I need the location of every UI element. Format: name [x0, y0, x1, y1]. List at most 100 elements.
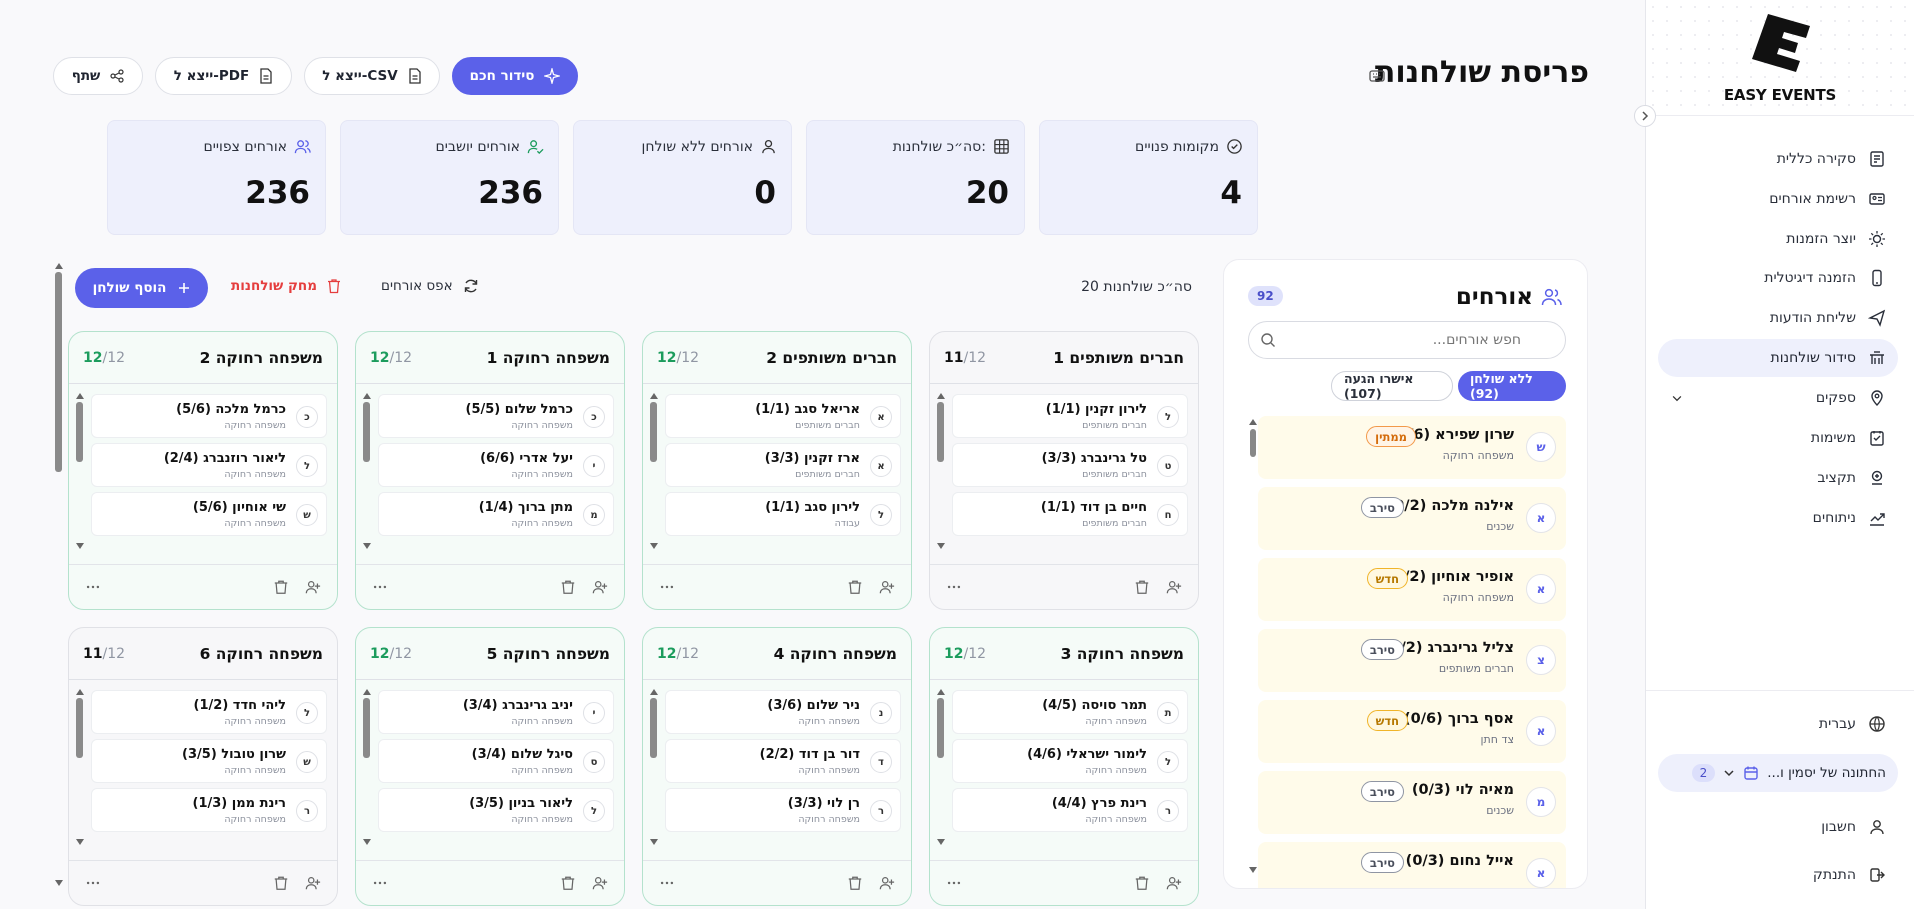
- table-more-button[interactable]: [946, 875, 962, 891]
- seated-guest[interactable]: ד דור בן דוד (2/2) משפחה רחוקה: [665, 739, 901, 783]
- add-guest-button[interactable]: [1166, 579, 1182, 595]
- add-guest-button[interactable]: [879, 579, 895, 595]
- seated-guest[interactable]: מ מתן ברוך (1/4) משפחה רחוקה: [378, 492, 614, 536]
- seated-guest[interactable]: י יניב גרינברג (3/4) משפחה רחוקה: [378, 690, 614, 734]
- delete-table-button[interactable]: [560, 579, 576, 595]
- scroll-thumb[interactable]: [363, 698, 370, 758]
- delete-table-button[interactable]: [560, 875, 576, 891]
- guest-item[interactable]: א אייל נחום (0/3) סירב: [1258, 842, 1566, 888]
- add-guest-button[interactable]: [592, 875, 608, 891]
- scroll-thumb[interactable]: [937, 698, 944, 758]
- seated-guest[interactable]: ח חיים בן דוד (1/1) חברים משותפים: [952, 492, 1188, 536]
- add-table-button[interactable]: הוסף שולחן: [75, 268, 208, 308]
- seated-guest[interactable]: ל לימור ישראלי (4/6) משפחה רחוקה: [952, 739, 1188, 783]
- table-scrollbar[interactable]: [649, 688, 659, 846]
- table-name[interactable]: משפחה רחוקה 1: [486, 349, 610, 367]
- seated-guest[interactable]: א ארז זקנין (3/3) חברים משותפים: [665, 443, 901, 487]
- scroll-thumb[interactable]: [76, 402, 83, 462]
- tab-unassigned[interactable]: ללא שולחן (92): [1458, 371, 1566, 401]
- table-more-button[interactable]: [659, 579, 675, 595]
- guest-item[interactable]: מ מאיה לוי (0/3) שכנים סירב: [1258, 771, 1566, 834]
- table-name[interactable]: חברים משותפים 2: [766, 349, 897, 367]
- seated-guest[interactable]: ל ליהי חדד (1/2) משפחה רחוקה: [91, 690, 327, 734]
- add-guest-button[interactable]: [592, 579, 608, 595]
- table-card[interactable]: משפחה רחוקה 4 12/12 נ ניר שלום (3/6) משפ…: [642, 627, 912, 906]
- seated-guest[interactable]: נ ניר שלום (3/6) משפחה רחוקה: [665, 690, 901, 734]
- guest-search-input[interactable]: [1248, 321, 1566, 359]
- seated-guest[interactable]: ר רינת ממן (1/3) משפחה רחוקה: [91, 788, 327, 832]
- smart-arrange-button[interactable]: סידור חכם: [452, 57, 578, 95]
- sidebar-item-6[interactable]: ספקים: [1658, 379, 1898, 417]
- table-more-button[interactable]: [659, 875, 675, 891]
- add-guest-button[interactable]: [1166, 875, 1182, 891]
- seated-guest[interactable]: ס סיגל שלום (3/4) משפחה רחוקה: [378, 739, 614, 783]
- seated-guest[interactable]: ש שי אוחיון (5/6) משפחה רחוקה: [91, 492, 327, 536]
- seated-guest[interactable]: ר רינת פרץ (4/4) משפחה רחוקה: [952, 788, 1188, 832]
- seated-guest[interactable]: ר רן לוי (3/3) משפחה רחוקה: [665, 788, 901, 832]
- table-more-button[interactable]: [85, 875, 101, 891]
- sidebar-item-1[interactable]: רשימת אורחים: [1658, 180, 1898, 218]
- delete-table-button[interactable]: [1134, 875, 1150, 891]
- tab-rsvp[interactable]: אישרו הגעה (107): [1331, 371, 1453, 401]
- seated-guest[interactable]: כ כרמל שלום (5/5) משפחה רחוקה: [378, 394, 614, 438]
- sidebar-item-9[interactable]: ניתוחים: [1658, 499, 1898, 537]
- add-guest-button[interactable]: [879, 875, 895, 891]
- sidebar-item-4[interactable]: שליחת הודעות: [1658, 299, 1898, 337]
- table-name[interactable]: משפחה רחוקה 5: [486, 645, 610, 663]
- table-more-button[interactable]: [372, 579, 388, 595]
- scroll-thumb[interactable]: [650, 402, 657, 462]
- table-scrollbar[interactable]: [936, 392, 946, 550]
- table-scrollbar[interactable]: [362, 392, 372, 550]
- table-name[interactable]: משפחה רחוקה 2: [199, 349, 323, 367]
- seated-guest[interactable]: ש שרון טובול (3/5) משפחה רחוקה: [91, 739, 327, 783]
- sidebar-item-7[interactable]: משימות: [1658, 419, 1898, 457]
- seated-guest[interactable]: כ כרמל מלכה (5/6) משפחה רחוקה: [91, 394, 327, 438]
- scroll-thumb[interactable]: [55, 272, 62, 472]
- add-guest-button[interactable]: [305, 579, 321, 595]
- seated-guest[interactable]: ל לירון זקנין (1/1) חברים משותפים: [952, 394, 1188, 438]
- table-name[interactable]: משפחה רחוקה 3: [1060, 645, 1184, 663]
- account-link[interactable]: חשבון: [1658, 808, 1898, 846]
- delete-tables-button[interactable]: מחק שולחנות: [231, 278, 341, 294]
- delete-table-button[interactable]: [847, 579, 863, 595]
- table-scrollbar[interactable]: [75, 392, 85, 550]
- table-scrollbar[interactable]: [936, 688, 946, 846]
- sidebar-item-3[interactable]: הזמנה דיגיטלית: [1658, 259, 1898, 297]
- table-more-button[interactable]: [946, 579, 962, 595]
- delete-table-button[interactable]: [1134, 579, 1150, 595]
- expand-chevron[interactable]: [1670, 391, 1684, 405]
- event-selector[interactable]: החתונה של יסמין ו... 2: [1658, 754, 1898, 792]
- guest-item[interactable]: ש שרון שפירא (0/6) משפחה רחוקה ממתין: [1258, 416, 1566, 479]
- table-card[interactable]: משפחה רחוקה 2 12/12 כ כרמל מלכה (5/6) מש…: [68, 331, 338, 610]
- reset-guests-button[interactable]: אפס אורחים: [381, 278, 479, 294]
- guest-list-scrollbar[interactable]: [1248, 418, 1258, 873]
- sidebar-item-0[interactable]: סקירה כללית: [1658, 140, 1898, 178]
- scroll-thumb[interactable]: [76, 698, 83, 758]
- seated-guest[interactable]: ל לירון סגב (1/1) עבודה: [665, 492, 901, 536]
- guest-item[interactable]: צ צליל גרינברג (0/2) חברים משותפים סירב: [1258, 629, 1566, 692]
- seated-guest[interactable]: ת תמר סויסה (4/5) משפחה רחוקה: [952, 690, 1188, 734]
- logout-button[interactable]: התנתק: [1658, 856, 1898, 894]
- delete-table-button[interactable]: [273, 875, 289, 891]
- sidebar-item-8[interactable]: תקציב: [1658, 459, 1898, 497]
- language-selector[interactable]: עברית: [1658, 705, 1898, 743]
- tables-scrollbar[interactable]: [53, 262, 65, 887]
- table-card[interactable]: משפחה רחוקה 5 12/12 י יניב גרינברג (3/4)…: [355, 627, 625, 906]
- table-card[interactable]: חברים משותפים 2 12/12 א אריאל סגב (1/1) …: [642, 331, 912, 610]
- table-scrollbar[interactable]: [649, 392, 659, 550]
- table-card[interactable]: משפחה רחוקה 3 12/12 ת תמר סויסה (4/5) מש…: [929, 627, 1199, 906]
- scroll-thumb[interactable]: [650, 698, 657, 758]
- table-more-button[interactable]: [85, 579, 101, 595]
- export-csv-button[interactable]: ייצא ל-CSV: [304, 57, 440, 95]
- table-scrollbar[interactable]: [75, 688, 85, 846]
- keyboard-icon[interactable]: [1368, 67, 1386, 85]
- seated-guest[interactable]: ל ליאור בניון (3/5) משפחה רחוקה: [378, 788, 614, 832]
- table-card[interactable]: חברים משותפים 1 11/12 ל לירון זקנין (1/1…: [929, 331, 1199, 610]
- scroll-thumb[interactable]: [937, 402, 944, 462]
- table-name[interactable]: משפחה רחוקה 6: [199, 645, 323, 663]
- sidebar-item-5[interactable]: סידור שולחנות: [1658, 339, 1898, 377]
- export-pdf-button[interactable]: ייצא ל-PDF: [155, 57, 292, 95]
- delete-table-button[interactable]: [847, 875, 863, 891]
- share-button[interactable]: שתף: [53, 57, 143, 95]
- collapse-sidebar-button[interactable]: [1634, 105, 1656, 127]
